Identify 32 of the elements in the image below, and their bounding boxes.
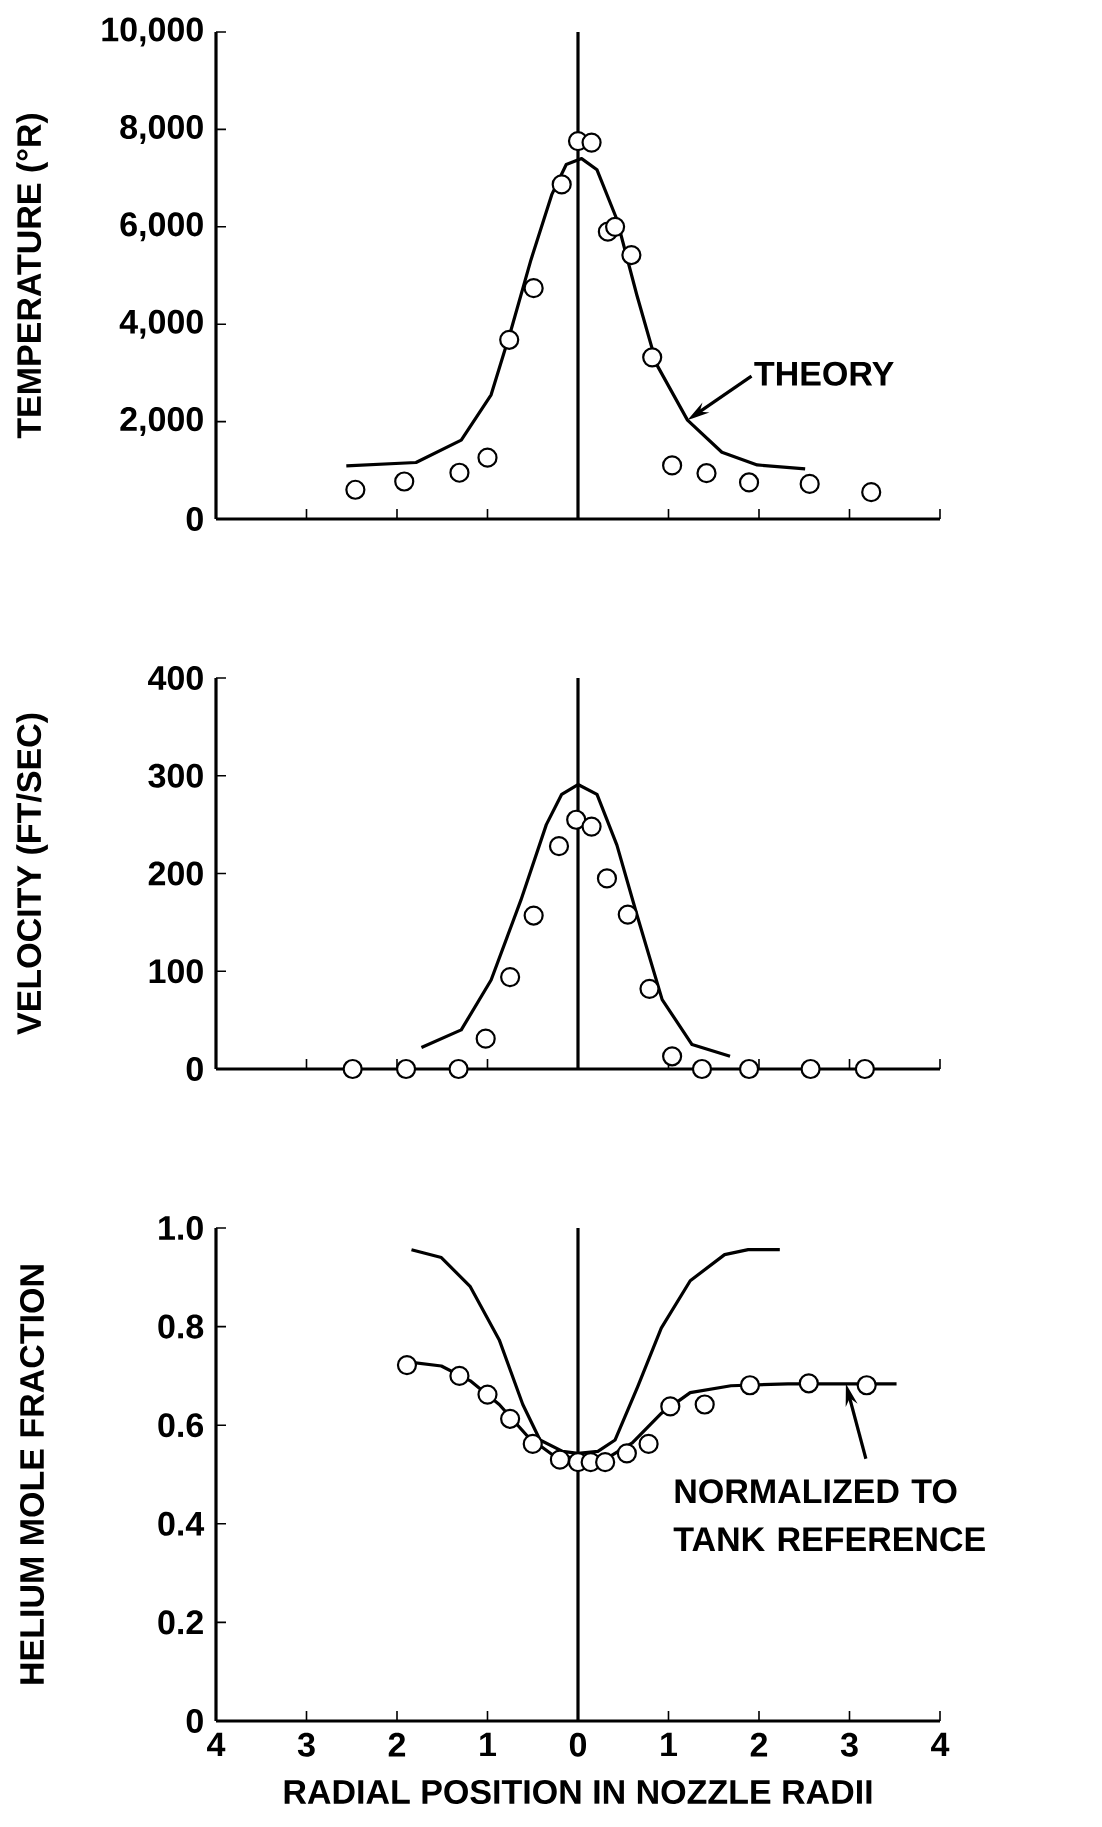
y-tick-label: 0 bbox=[186, 1708, 203, 1734]
x-tick-label: 1 bbox=[661, 1732, 678, 1757]
y-tick-label: 100 bbox=[149, 959, 203, 984]
y-tick-label: 0.6 bbox=[158, 1413, 204, 1438]
x-tick-label: 2 bbox=[750, 1732, 768, 1757]
y-tick-label: 0.8 bbox=[158, 1314, 204, 1339]
y-tick-label: 2,000 bbox=[120, 407, 203, 437]
y-tick-label: 0 bbox=[186, 506, 203, 532]
y-tick-label: 400 bbox=[148, 665, 203, 691]
y-tick-label: 10,000 bbox=[102, 17, 203, 47]
y-tick-label: 0 bbox=[186, 1056, 203, 1082]
x-axis-title: RADIAL POSITION IN NOZZLE RADII bbox=[284, 1779, 872, 1804]
y-axis-title: TEMPERATURE (°R) bbox=[16, 113, 48, 439]
annotation: NORMALIZED TO TANK REFERENCE bbox=[673, 1479, 985, 1552]
x-tick-label: 0 bbox=[569, 1732, 587, 1757]
y-axis-title: HELIUM MOLE FRACTION bbox=[19, 1265, 45, 1684]
y-tick-label: 6,000 bbox=[120, 212, 203, 242]
y-tick-label: 200 bbox=[148, 861, 203, 886]
y-tick-label: 0.2 bbox=[158, 1610, 203, 1635]
y-tick-label: 1.0 bbox=[159, 1215, 203, 1241]
y-tick-label: 4,000 bbox=[119, 309, 203, 339]
x-tick-label: 4 bbox=[207, 1732, 226, 1757]
annotation: THEORY bbox=[754, 361, 894, 386]
x-tick-label: 2 bbox=[388, 1732, 406, 1757]
x-tick-label: 4 bbox=[931, 1732, 950, 1757]
x-tick-label: 3 bbox=[297, 1732, 315, 1757]
x-tick-label: 3 bbox=[840, 1732, 858, 1757]
y-tick-label: 8,000 bbox=[120, 114, 203, 144]
x-tick-label: 1 bbox=[480, 1732, 497, 1757]
y-axis-title: VELOCITY (FT/SEC) bbox=[16, 713, 48, 1035]
y-tick-label: 0.4 bbox=[158, 1511, 205, 1536]
y-tick-label: 300 bbox=[148, 763, 203, 788]
